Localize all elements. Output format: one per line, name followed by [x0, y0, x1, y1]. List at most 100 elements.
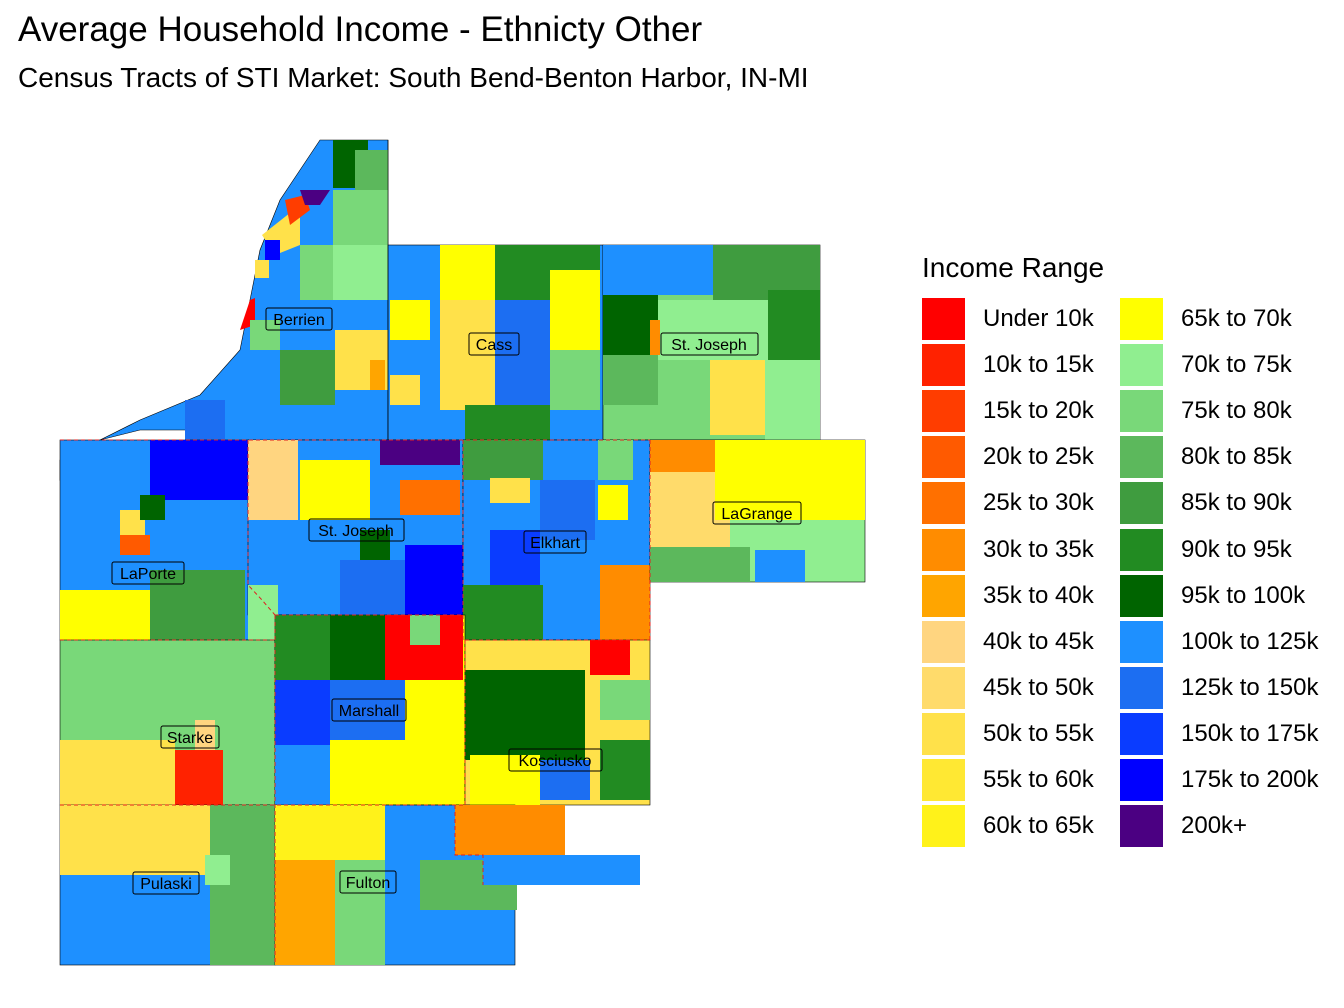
choropleth-map: Berrien Cass St. Joseph St. Joseph LaPor…	[59, 139, 866, 966]
legend-swatch	[922, 758, 965, 801]
legend-swatch	[922, 620, 965, 663]
legend: Income Range Under 10k 10k to 15k 15k to 2…	[922, 252, 1318, 849]
legend-label: 40k to 45k	[983, 627, 1094, 655]
svg-text:Pulaski: Pulaski	[140, 876, 192, 893]
legend-swatch	[1120, 528, 1163, 571]
county-label-lagrange: LaGrange	[712, 501, 802, 525]
svg-text:St. Joseph: St. Joseph	[671, 337, 747, 354]
tract-group-starke	[59, 639, 276, 806]
legend-label: 150k to 175k	[1181, 719, 1319, 747]
tract-group-lagrange	[649, 439, 866, 583]
legend-item: 90k to 95k	[1120, 526, 1318, 572]
legend-item: 25k to 30k	[922, 480, 1120, 526]
tract-group-marshall	[274, 614, 466, 806]
legend-label: 15k to 20k	[983, 397, 1094, 425]
legend-label: 60k to 65k	[983, 812, 1094, 840]
legend-swatch	[1120, 482, 1163, 525]
tract-group-laporte	[59, 439, 261, 660]
legend-label: 125k to 150k	[1181, 673, 1319, 701]
legend-label: 90k to 95k	[1181, 535, 1292, 563]
legend-item: 30k to 35k	[922, 526, 1120, 572]
legend-swatch	[922, 666, 965, 709]
legend-swatch	[922, 712, 965, 755]
legend-label: 95k to 100k	[1181, 581, 1306, 609]
svg-text:Fulton: Fulton	[346, 875, 390, 892]
legend-item: 60k to 65k	[922, 803, 1120, 849]
legend-label: Under 10k	[983, 305, 1094, 333]
legend-label: 55k to 60k	[983, 765, 1094, 793]
county-label-st-joseph-mi: St. Joseph	[660, 332, 759, 356]
county-label-pulaski: Pulaski	[132, 871, 200, 895]
legend-swatch	[1120, 712, 1163, 755]
legend-item: Under 10k	[922, 296, 1120, 342]
legend-column-2: 65k to 70k 70k to 75k 75k to 80k 80k to 85k…	[1120, 296, 1318, 849]
legend-swatch	[922, 805, 965, 848]
legend-swatch	[1120, 298, 1163, 341]
legend-label: 175k to 200k	[1181, 765, 1319, 793]
legend-item: 45k to 50k	[922, 665, 1120, 711]
svg-text:Marshall: Marshall	[339, 703, 399, 720]
legend-label: 200k+	[1181, 812, 1248, 840]
legend-item: 50k to 55k	[922, 711, 1120, 757]
county-label-laporte: LaPorte	[111, 561, 185, 585]
legend-swatch	[922, 528, 965, 571]
legend-item: 175k to 200k	[1120, 757, 1318, 803]
legend-swatch	[922, 574, 965, 617]
svg-text:LaGrange: LaGrange	[721, 506, 792, 523]
legend-label: 85k to 90k	[1181, 489, 1292, 517]
legend-label: 70k to 75k	[1181, 351, 1292, 379]
legend-swatch	[922, 390, 965, 433]
svg-text:LaPorte: LaPorte	[120, 566, 176, 583]
legend-label: 10k to 15k	[983, 351, 1094, 379]
legend-swatch	[1120, 805, 1163, 848]
legend-item: 95k to 100k	[1120, 573, 1318, 619]
svg-text:Kosciusko: Kosciusko	[519, 753, 592, 770]
legend-item: 100k to 125k	[1120, 619, 1318, 665]
county-label-fulton: Fulton	[339, 870, 397, 894]
legend-item: 40k to 45k	[922, 619, 1120, 665]
legend-label: 20k to 25k	[983, 443, 1094, 471]
tract-group-cass	[387, 244, 604, 441]
legend-swatch	[922, 482, 965, 525]
county-label-st-joseph-in: St. Joseph	[308, 518, 405, 542]
county-label-elkhart: Elkhart	[523, 530, 587, 554]
legend-item: 150k to 175k	[1120, 711, 1318, 757]
legend-swatch	[1120, 758, 1163, 801]
legend-swatch	[1120, 344, 1163, 387]
legend-swatch	[1120, 436, 1163, 479]
legend-swatch	[922, 436, 965, 479]
tract-group-elkhart	[462, 439, 651, 641]
svg-text:Elkhart: Elkhart	[530, 535, 580, 552]
legend-item: 200k+	[1120, 803, 1318, 849]
map-subtitle: Census Tracts of STI Market: South Bend-…	[18, 62, 809, 93]
legend-item: 10k to 15k	[922, 342, 1120, 388]
legend-label: 75k to 80k	[1181, 397, 1292, 425]
legend-label: 25k to 30k	[983, 489, 1094, 517]
tract-group-kosciusko	[464, 639, 651, 806]
county-label-marshall: Marshall	[331, 698, 407, 722]
legend-swatch	[922, 344, 965, 387]
svg-text:Cass: Cass	[476, 337, 512, 354]
legend-label: 35k to 40k	[983, 581, 1094, 609]
svg-text:St. Joseph: St. Joseph	[318, 523, 394, 540]
county-label-berrien: Berrien	[265, 307, 333, 331]
legend-item: 55k to 60k	[922, 757, 1120, 803]
legend-label: 80k to 85k	[1181, 443, 1292, 471]
legend-item: 15k to 20k	[922, 388, 1120, 434]
tract-group-st-joseph-mi	[602, 244, 821, 441]
legend-title: Income Range	[922, 252, 1105, 283]
legend-item: 70k to 75k	[1120, 342, 1318, 388]
legend-swatch	[1120, 390, 1163, 433]
tract-group-berrien	[59, 139, 389, 485]
svg-text:Starke: Starke	[167, 730, 213, 747]
county-label-kosciusko: Kosciusko	[508, 748, 603, 772]
county-boundaries	[60, 439, 651, 965]
legend-label: 45k to 50k	[983, 673, 1094, 701]
tract-group-fulton	[274, 804, 640, 966]
svg-text:Berrien: Berrien	[273, 312, 325, 329]
legend-item: 65k to 70k	[1120, 296, 1318, 342]
legend-swatch	[922, 298, 965, 341]
legend-item: 20k to 25k	[922, 434, 1120, 480]
legend-swatch	[1120, 620, 1163, 663]
legend-item: 125k to 150k	[1120, 665, 1318, 711]
